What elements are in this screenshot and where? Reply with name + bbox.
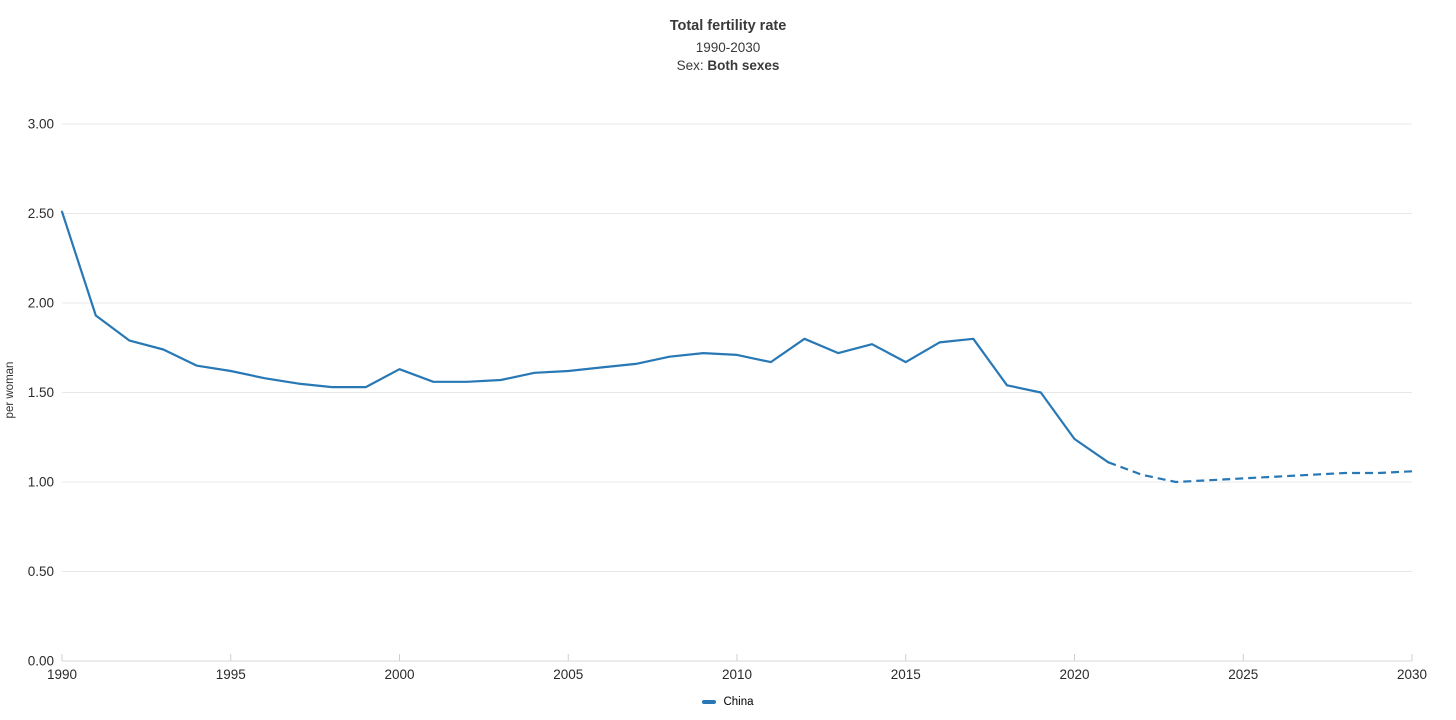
sex-value: Both sexes <box>707 58 780 73</box>
y-tick-label: 1.00 <box>28 475 54 490</box>
y-tick-label: 1.50 <box>28 385 54 400</box>
chart-period: 1990-2030 <box>695 39 761 55</box>
x-tick-label: 2030 <box>1397 667 1427 682</box>
x-tick-label: 2015 <box>891 667 921 682</box>
gridlines <box>62 123 1412 662</box>
legend: China <box>0 696 1456 708</box>
y-tick-label: 0.00 <box>28 654 54 669</box>
y-axis-tick-labels: 0.00 0.50 1.00 1.50 2.00 2.50 3.00 <box>28 117 54 669</box>
y-tick-label: 3.00 <box>28 117 54 132</box>
chart-sex-line: Sex: Both sexes <box>0 59 1456 73</box>
x-tick-label: 1990 <box>47 667 77 682</box>
x-axis: 1990 1995 2000 2005 2010 2015 2020 2025 2030 <box>47 654 1427 682</box>
series-line-china-estimate[interactable] <box>60 210 1110 464</box>
x-tick-label: 2010 <box>722 667 752 682</box>
y-tick-label: 2.00 <box>28 296 54 311</box>
y-tick-label: 0.50 <box>28 564 54 579</box>
x-tick-label: 1995 <box>216 667 246 682</box>
chart-title: Total fertility rate <box>669 18 787 34</box>
legend-item-china[interactable]: China <box>702 696 754 708</box>
x-tick-label: 2025 <box>1228 667 1258 682</box>
x-tick-label: 2005 <box>553 667 583 682</box>
legend-label: China <box>723 696 754 708</box>
y-tick-label: 2.50 <box>28 206 54 221</box>
series-line-china-projection[interactable] <box>1107 461 1413 484</box>
legend-line-swatch-icon <box>702 700 717 704</box>
x-tick-label: 2020 <box>1059 667 1089 682</box>
x-tick-label: 2000 <box>384 667 414 682</box>
sex-label: Sex: <box>676 58 708 73</box>
chart-header: Total fertility rate 1990-2030 Sex: Both… <box>0 19 1456 73</box>
